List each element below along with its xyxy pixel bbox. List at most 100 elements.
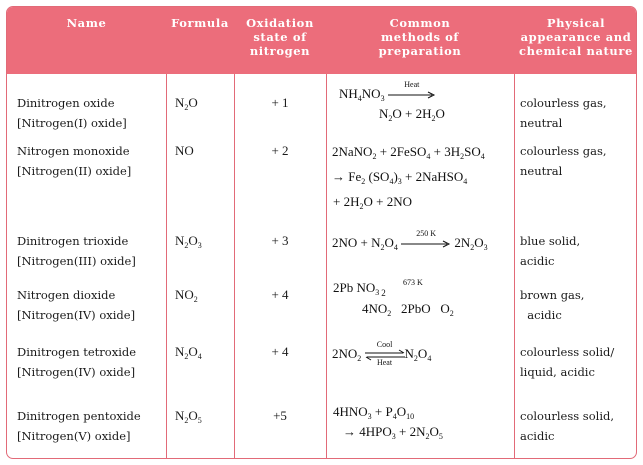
eq-sub: 2 xyxy=(381,288,386,298)
header-methods-line2: methods of xyxy=(381,30,459,44)
eq-term: (SO xyxy=(365,169,390,184)
row-oxidation: + 1 xyxy=(271,95,289,110)
reaction-arrow: 250 K xyxy=(401,229,451,250)
eq-term: N xyxy=(379,106,389,121)
row-oxidation: + 4 xyxy=(271,287,289,302)
name-line2: [Nitrogen(IV) oxide] xyxy=(17,308,136,322)
eq-sub: 2 xyxy=(372,152,377,161)
eq-term: O xyxy=(417,346,428,361)
arrow-condition: 673 K xyxy=(403,278,423,287)
row-formula: N2O5 xyxy=(175,406,202,426)
name-line1: Dinitrogen tetroxide xyxy=(17,345,137,359)
eq-term: O xyxy=(435,106,445,121)
eq-sub: 4 xyxy=(393,243,398,252)
row-formula: N2O4 xyxy=(175,342,202,362)
eq-sub: 10 xyxy=(406,412,415,421)
header-methods: Common methods of preparation xyxy=(326,7,514,83)
row-formula: N2O3 xyxy=(175,231,202,251)
eq-sub: 4 xyxy=(392,412,397,421)
physical-line2: liquid, acidic xyxy=(520,365,595,379)
name-line2: [Nitrogen(III) oxide] xyxy=(17,254,136,268)
formula-text: N xyxy=(175,95,185,110)
arrow-condition-top: Cool xyxy=(376,340,393,350)
eq-term: 2NO + N xyxy=(332,235,381,250)
physical-line1: blue solid, xyxy=(520,234,581,248)
formula-text: N xyxy=(175,408,185,423)
header-oxidation-line3: nitrogen xyxy=(249,44,311,58)
row-name: Nitrogen dioxide [Nitrogen(IV) oxide] xyxy=(17,285,135,325)
row-formula: NO2 xyxy=(175,285,198,305)
name-line2: [Nitrogen(IV) oxide] xyxy=(17,365,136,379)
eq-term: N xyxy=(404,346,414,361)
nitrogen-oxides-table: Name Formula Oxidation state of nitrogen… xyxy=(6,6,637,459)
preparation-equation: NH4NO3 Heat xyxy=(339,80,436,103)
arrow-icon xyxy=(387,91,435,99)
formula-sub: 2 xyxy=(193,295,198,304)
header-formula: Formula xyxy=(166,7,234,83)
eq-term: O xyxy=(384,235,394,250)
eq-sub: 2 xyxy=(388,114,393,123)
arrow-condition: 250 K xyxy=(416,229,437,239)
eq-term: 4HNO xyxy=(333,404,368,419)
eq-sub: 5 xyxy=(438,432,443,441)
header-methods-line1: Common xyxy=(389,16,451,30)
physical-line1: colourless gas, xyxy=(520,144,607,158)
eq-sub: 4 xyxy=(426,152,431,161)
row-name: Dinitrogen pentoxide [Nitrogen(V) oxide] xyxy=(17,406,141,446)
column-divider xyxy=(166,74,167,458)
name-line1: Dinitrogen trioxide xyxy=(17,234,129,248)
eq-sub: 3 xyxy=(380,94,385,103)
arrow-condition-bottom: Heat xyxy=(376,358,393,368)
formula-text: NO xyxy=(175,287,194,302)
row-name: Dinitrogen tetroxide [Nitrogen(IV) oxide… xyxy=(17,342,136,382)
equilibrium-arrow: Cool Heat xyxy=(364,340,405,367)
eq-sub: 3 xyxy=(483,243,488,252)
formula-sub: 2 xyxy=(184,352,189,361)
header-methods-line3: preparation xyxy=(378,44,462,58)
eq-sub: 2 xyxy=(449,309,454,318)
preparation-equation: 2NaNO2 + 2FeSO4 + 3H2SO4 xyxy=(332,144,485,161)
eq-term: → 4HPO xyxy=(343,424,392,439)
header-name: Name xyxy=(7,7,166,83)
name-line1: Nitrogen monoxide xyxy=(17,144,130,158)
eq-term: + 2H xyxy=(333,194,360,209)
name-line1: Dinitrogen pentoxide xyxy=(17,409,141,423)
eq-term: 2NaNO xyxy=(332,144,373,159)
eq-term: 2Pb NO xyxy=(333,280,376,295)
eq-term: O xyxy=(429,424,439,439)
header-oxidation-line2: state of xyxy=(253,30,307,44)
eq-sub: 4 xyxy=(463,177,468,186)
eq-sub: 2 xyxy=(359,202,364,211)
formula-sub: 3 xyxy=(197,241,202,250)
formula-tail: O xyxy=(188,233,198,248)
eq-term: + 2N xyxy=(395,424,426,439)
preparation-equation-line2: 4NO2 2PbO O2 xyxy=(362,301,454,318)
header-name-label: Name xyxy=(66,16,107,30)
physical-line1: colourless solid, xyxy=(520,409,615,423)
row-physical: blue solid, acidic xyxy=(520,231,580,271)
header-physical: Physical appearance and chemical nature xyxy=(514,7,636,83)
row-physical: colourless solid/ liquid, acidic xyxy=(520,342,614,382)
eq-term: + P xyxy=(371,404,393,419)
column-divider xyxy=(234,74,235,458)
eq-sub: 3 xyxy=(367,412,372,421)
name-line1: Dinitrogen oxide xyxy=(17,96,115,110)
eq-sub: 2 xyxy=(460,152,465,161)
row-name: Dinitrogen oxide [Nitrogen(I) oxide] xyxy=(17,93,127,133)
header-physical-line3: chemical nature xyxy=(519,44,633,58)
physical-line1: colourless gas, xyxy=(520,96,607,110)
row-formula: N2O xyxy=(175,93,198,113)
formula-sub: 5 xyxy=(197,416,202,425)
row-name: Dinitrogen trioxide [Nitrogen(III) oxide… xyxy=(17,231,136,271)
header-physical-line2: appearance and xyxy=(520,30,632,44)
eq-sub: 2 xyxy=(431,114,436,123)
formula-tail: O xyxy=(188,344,198,359)
preparation-equation: 2NO2 Cool Heat N2O4 xyxy=(332,340,431,367)
eq-term: ) xyxy=(393,169,398,184)
physical-line2: neutral xyxy=(520,116,563,130)
row-physical: colourless solid, acidic xyxy=(520,406,614,446)
preparation-equation-line2: N2O + 2H2O xyxy=(379,106,445,123)
eq-term: O xyxy=(474,235,484,250)
eq-sub: 2 xyxy=(357,354,362,363)
eq-term: NH xyxy=(339,86,358,101)
